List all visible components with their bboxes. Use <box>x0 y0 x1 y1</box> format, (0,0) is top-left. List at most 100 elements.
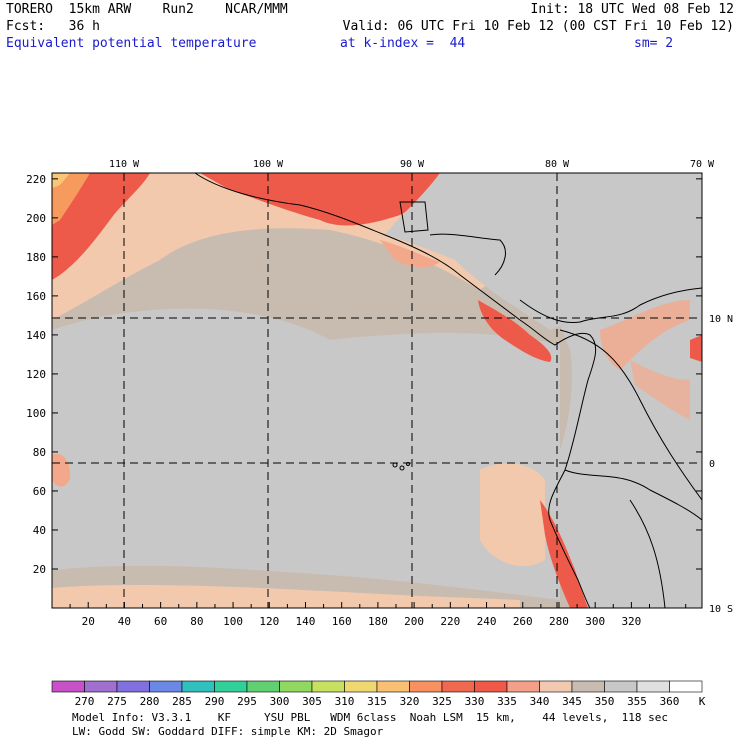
y-tick-label: 120 <box>26 368 46 381</box>
colorbar: 270 275 280 285 290 295 300 305 310 315 320 325 330 3… <box>51 680 706 708</box>
physics-info: LW: Godd SW: Goddard DIFF: simple KM: 2D… <box>72 725 384 738</box>
y-axis-ticks: 220 200 180 160 140 120 100 80 60 40 20 <box>26 173 702 576</box>
colorbar-swatch <box>604 680 638 693</box>
longitude-label: 100 W <box>253 159 284 170</box>
model-title: TORERO 15km ARW Run2 NCAR/MMM <box>6 2 288 17</box>
colorbar-swatch <box>181 680 215 693</box>
colorbar-swatch <box>376 680 410 693</box>
land-central-america <box>385 173 702 330</box>
land-south-america <box>548 290 702 608</box>
colorbar-swatch <box>539 680 573 693</box>
init-time: Init: 18 UTC Wed 08 Feb 12 <box>530 2 735 17</box>
honduras-border <box>429 233 506 276</box>
y-tick-label: 80 <box>33 446 46 459</box>
latitude-labels: 10 N 0 10 S <box>709 314 733 615</box>
x-tick-label: 160 <box>332 615 352 628</box>
y-tick-label: 100 <box>26 407 46 420</box>
x-tick-label: 40 <box>118 615 131 628</box>
colorbar-swatch <box>474 680 508 693</box>
guatemala-border <box>399 201 429 233</box>
x-tick-label: 100 <box>223 615 243 628</box>
peru-border <box>564 469 703 521</box>
colorbar-label: K <box>699 695 706 708</box>
colorbar-swatch <box>441 680 475 693</box>
latitude-label: 10 S <box>709 604 733 615</box>
colorbar-label: 285 <box>172 695 192 708</box>
salmon-interior <box>630 360 690 420</box>
longitude-label: 80 W <box>545 159 570 170</box>
longitude-label: 110 W <box>109 159 140 170</box>
yellow-spot <box>52 173 70 188</box>
colorbar-swatch <box>279 680 313 693</box>
tan-patch-se <box>480 463 545 567</box>
orange-region-northwest <box>52 173 90 225</box>
cool-patch <box>60 411 200 470</box>
red-region-peru <box>540 500 588 608</box>
colorbar-label: 315 <box>367 695 387 708</box>
x-tick-label: 20 <box>82 615 95 628</box>
x-tick-label: 60 <box>154 615 167 628</box>
colorbar-swatch <box>344 680 378 693</box>
x-tick-label: 200 <box>404 615 424 628</box>
x-tick-label: 320 <box>621 615 641 628</box>
red-region-mexico <box>200 173 440 226</box>
red-region-costa-rica <box>478 300 552 362</box>
colorbar-label: 310 <box>335 695 355 708</box>
colorbar-label: 355 <box>627 695 647 708</box>
latitude-label: 0 <box>709 459 715 470</box>
map-frame <box>51 172 703 609</box>
colorbar-label: 270 <box>75 695 95 708</box>
y-tick-label: 40 <box>33 524 46 537</box>
longitude-label: 90 W <box>400 159 425 170</box>
colorbar-swatch <box>636 680 670 693</box>
colorbar-label: 300 <box>270 695 290 708</box>
colorbar-swatch <box>506 680 540 693</box>
tan-band-south <box>52 585 520 608</box>
smoothing: sm= 2 <box>634 36 674 51</box>
field-name: Equivalent potential temperature <box>6 36 257 51</box>
colorbar-label: 290 <box>205 695 225 708</box>
colorbar-label: 350 <box>595 695 615 708</box>
graticule <box>52 173 702 608</box>
latitude-label: 10 N <box>709 314 733 325</box>
longitude-labels: 110 W 100 W 90 W 80 W 70 W <box>109 159 715 179</box>
x-tick-label: 260 <box>513 615 533 628</box>
salmon-patch-west <box>52 453 71 487</box>
x-axis-ticks: 20 40 60 80 100 120 140 160 180 200 220 240 260 280 30… <box>69 602 687 628</box>
colorbar-swatch <box>149 680 183 693</box>
y-tick-label: 60 <box>33 485 46 498</box>
colorbar-label: 330 <box>465 695 485 708</box>
colorbar-label: 325 <box>432 695 452 708</box>
galapagos-2 <box>399 465 405 471</box>
colorbar-swatch <box>409 680 443 693</box>
map-plot-area <box>51 172 703 609</box>
y-tick-label: 160 <box>26 290 46 303</box>
colorbar-swatch <box>116 680 150 693</box>
x-tick-label: 280 <box>549 615 569 628</box>
colorbar-label: 275 <box>107 695 127 708</box>
colorbar-swatch <box>214 680 248 693</box>
y-tick-label: 140 <box>26 329 46 342</box>
x-tick-label: 120 <box>259 615 279 628</box>
coastlines <box>194 172 703 609</box>
colorbar-label: 335 <box>497 695 517 708</box>
red-region-northwest <box>52 173 150 280</box>
colorbar-label: 280 <box>140 695 160 708</box>
colorbar-label: 305 <box>302 695 322 708</box>
y-tick-label: 20 <box>33 563 46 576</box>
colorbar-swatch <box>84 680 118 693</box>
colorbar-swatch <box>51 680 85 693</box>
colorbar-label: 360 <box>660 695 680 708</box>
colorbar-label: 320 <box>400 695 420 708</box>
colorbar-swatch <box>311 680 345 693</box>
colorbar-label: 295 <box>237 695 257 708</box>
red-region-venezuela <box>690 335 702 362</box>
colorbar-label: 345 <box>562 695 582 708</box>
colorbar-swatch <box>246 680 280 693</box>
y-tick-label: 200 <box>26 212 46 225</box>
y-tick-label: 220 <box>26 173 46 186</box>
brazil-border <box>629 499 666 609</box>
pacific-coastline <box>194 172 597 609</box>
colorbar-swatch <box>669 680 703 693</box>
